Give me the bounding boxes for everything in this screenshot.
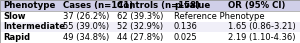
Bar	[0, 22, 300, 32]
Bar	[0, 0, 300, 11]
Text: Intermediate: Intermediate	[3, 22, 65, 31]
Text: Controls (n=158): Controls (n=158)	[117, 1, 200, 10]
Text: 55 (39.0%): 55 (39.0%)	[63, 22, 109, 31]
Text: Slow: Slow	[3, 12, 26, 21]
Bar	[0, 11, 300, 22]
Text: 0.136: 0.136	[174, 22, 198, 31]
Text: Phenotype: Phenotype	[3, 1, 56, 10]
Text: 49 (34.8%): 49 (34.8%)	[63, 33, 109, 42]
Text: 37 (26.2%): 37 (26.2%)	[63, 12, 110, 21]
Text: OR (95% CI): OR (95% CI)	[228, 1, 285, 10]
Text: 62 (39.3%): 62 (39.3%)	[117, 12, 164, 21]
Text: Reference Phenotype: Reference Phenotype	[174, 12, 265, 21]
Bar	[0, 32, 300, 43]
Text: 2.19 (1.10-4.36): 2.19 (1.10-4.36)	[228, 33, 296, 42]
Text: Rapid: Rapid	[3, 33, 30, 42]
Text: 44 (27.8%): 44 (27.8%)	[117, 33, 163, 42]
Text: p-value: p-value	[174, 1, 210, 10]
Text: 0.025: 0.025	[174, 33, 198, 42]
Text: 52 (32.9%): 52 (32.9%)	[117, 22, 163, 31]
Text: Cases (n=141): Cases (n=141)	[63, 1, 133, 10]
Text: 1.65 (0.86-3.21): 1.65 (0.86-3.21)	[228, 22, 296, 31]
